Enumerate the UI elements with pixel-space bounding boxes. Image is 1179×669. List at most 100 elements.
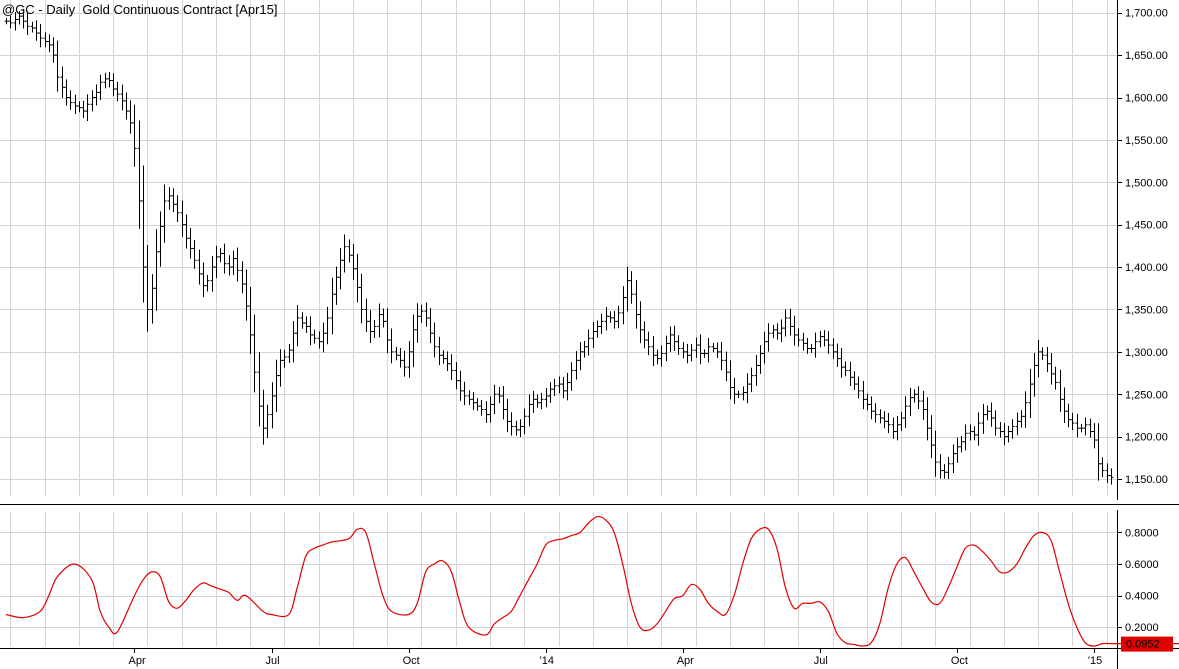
price-bars <box>4 8 1114 485</box>
price-bar <box>604 307 609 331</box>
price-bar <box>993 410 998 436</box>
price-bar <box>779 319 784 342</box>
price-bar <box>188 227 193 259</box>
price-bar <box>492 384 497 414</box>
price-bar <box>578 341 583 371</box>
price-bar <box>479 400 484 416</box>
time-tick-label: Jul <box>266 655 280 667</box>
price-bar <box>325 306 330 345</box>
price-bar <box>4 18 9 25</box>
price-bar <box>441 350 446 364</box>
price-bar <box>749 367 754 393</box>
price-bar <box>265 404 270 439</box>
price-bar <box>702 349 707 358</box>
price-bar <box>933 430 938 477</box>
price-bar <box>252 314 257 393</box>
price-bar <box>621 286 626 325</box>
price-bar <box>192 240 197 269</box>
price-bar <box>222 243 227 274</box>
price-bar <box>916 386 921 410</box>
price-bar <box>642 321 647 349</box>
price-bar <box>882 411 887 429</box>
price-bar <box>655 349 660 365</box>
price-bar <box>1092 423 1097 449</box>
price-bar <box>389 328 394 364</box>
price-bar <box>736 390 741 399</box>
time-axis-labels: Apr Jul Oct '14 Apr Jul Oct '15 <box>128 648 1102 667</box>
price-bar <box>724 351 729 381</box>
price-bar <box>295 304 300 347</box>
price-bar <box>312 329 317 344</box>
oscillator-tick-label: 0.6000 <box>1125 559 1159 571</box>
price-bar <box>368 309 373 343</box>
price-bar <box>565 372 570 401</box>
price-bar <box>629 271 634 304</box>
price-bar <box>728 360 733 400</box>
price-bar <box>831 338 836 359</box>
price-bar <box>1040 347 1045 360</box>
price-bar <box>488 396 493 423</box>
price-bar <box>514 420 519 436</box>
price-bar <box>1075 413 1080 438</box>
price-bar <box>1032 352 1037 397</box>
time-tick-label: '15 <box>1088 655 1102 667</box>
price-tick-label: 1,700.00 <box>1125 8 1168 20</box>
price-bar <box>668 326 673 352</box>
price-bar <box>788 308 793 336</box>
oscillator-grid <box>0 512 1117 646</box>
price-bar <box>771 324 776 339</box>
price-bar <box>951 444 956 473</box>
price-axis-labels: 1,700.00 1,650.00 1,600.00 1,550.00 1,500.00… <box>1117 8 1168 486</box>
price-bar <box>497 387 502 404</box>
price-bar <box>167 187 172 210</box>
price-bar <box>839 347 844 378</box>
price-bar <box>1045 346 1050 373</box>
price-bar <box>929 415 934 459</box>
price-bar <box>822 330 827 347</box>
price-bar <box>775 323 780 340</box>
price-bar <box>998 422 1003 438</box>
price-bar <box>903 396 908 428</box>
price-bar <box>912 389 917 403</box>
price-bar <box>527 394 532 427</box>
price-bar <box>1028 368 1033 418</box>
price-bar <box>13 11 18 31</box>
price-bar <box>968 424 973 441</box>
price-bar <box>548 382 553 403</box>
time-tick-label: Apr <box>128 655 145 667</box>
time-tick-label: Oct <box>403 655 420 667</box>
price-bar <box>120 84 125 111</box>
price-bar <box>921 390 926 420</box>
price-bar <box>869 396 874 420</box>
price-bar <box>561 376 566 399</box>
price-bar <box>865 393 870 411</box>
price-bar <box>544 387 549 408</box>
price-bar <box>899 411 904 431</box>
price-bar <box>244 269 249 321</box>
price-bar <box>719 341 724 371</box>
price-bar <box>402 350 407 377</box>
price-bar <box>1083 417 1088 436</box>
price-bar <box>676 335 681 355</box>
price-bar <box>484 401 489 423</box>
price-bar <box>1053 366 1058 390</box>
price-bar <box>1023 391 1028 428</box>
price-bar <box>745 373 750 404</box>
price-bar <box>115 81 120 102</box>
price-bar <box>132 104 137 167</box>
price-bar <box>835 343 840 368</box>
price-bar <box>1036 340 1041 378</box>
price-bar <box>1105 463 1110 483</box>
price-bar <box>638 301 643 344</box>
price-bar <box>372 319 377 339</box>
price-tick-label: 1,600.00 <box>1125 93 1168 105</box>
price-bar <box>300 312 305 329</box>
price-bar <box>531 390 536 413</box>
price-bar <box>1062 387 1067 424</box>
price-bar <box>886 412 891 434</box>
price-bar <box>646 331 651 356</box>
price-bar <box>672 325 677 351</box>
price-bar <box>1010 419 1015 439</box>
price-bar <box>38 23 43 48</box>
